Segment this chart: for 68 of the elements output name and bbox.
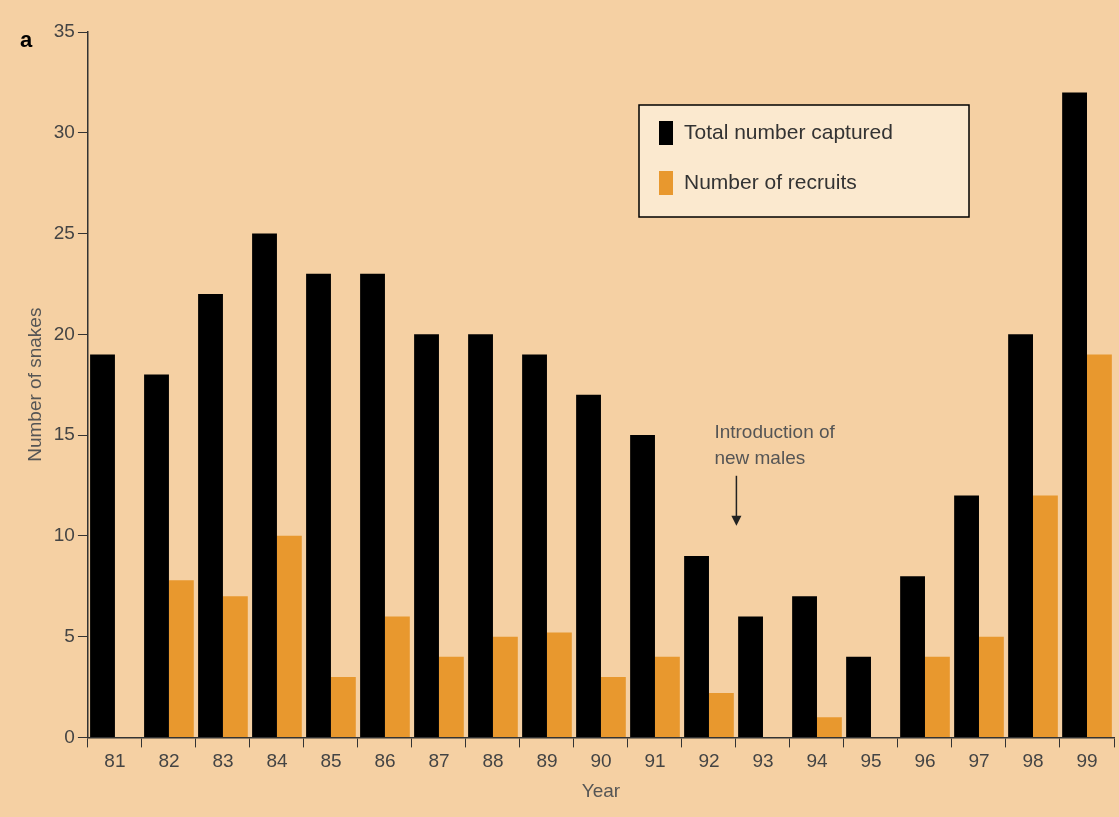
bar [738, 616, 763, 737]
x-tick-label: 86 [374, 750, 396, 772]
bar [708, 693, 734, 737]
x-tick-label: 87 [428, 750, 450, 772]
y-tick-label: 15 [53, 423, 75, 445]
bar [90, 354, 115, 737]
x-tick-label: 96 [914, 750, 936, 772]
legend-label: Number of recruits [684, 169, 857, 193]
bar [846, 656, 871, 737]
x-tick-label: 84 [266, 750, 288, 772]
y-tick-label: 25 [53, 221, 75, 243]
bar [654, 656, 680, 737]
x-tick-label: 85 [320, 750, 342, 772]
bar [330, 676, 356, 737]
annotation: Introduction of new males [714, 420, 836, 468]
bar [954, 495, 979, 737]
bar [1008, 334, 1033, 737]
y-tick-label: 5 [64, 624, 75, 646]
y-axis-title: Number of snakes [23, 307, 45, 462]
x-tick-label: 97 [968, 750, 990, 772]
bar [522, 354, 547, 737]
bar [414, 334, 439, 737]
x-tick-label: 82 [158, 750, 180, 772]
bar [1062, 92, 1087, 737]
bar [360, 273, 385, 737]
bar [252, 233, 277, 737]
bar [576, 394, 601, 737]
bar [222, 596, 248, 737]
text: a [20, 27, 33, 53]
bar [144, 374, 169, 737]
x-tick-label: 98 [1022, 750, 1044, 772]
bar [1032, 495, 1058, 737]
bar [900, 576, 925, 737]
bar [384, 616, 410, 737]
y-tick-label: 0 [64, 725, 75, 747]
bar [684, 556, 709, 737]
bar [546, 632, 572, 737]
x-tick-label: 89 [536, 750, 558, 772]
bar [816, 717, 842, 737]
bar [630, 435, 655, 737]
x-tick-label: 93 [752, 750, 774, 772]
x-tick-label: 91 [644, 750, 666, 772]
bar [978, 636, 1004, 737]
bar [438, 656, 464, 737]
bar [1087, 354, 1112, 737]
x-tick-label: 92 [698, 750, 720, 772]
x-tick-label: 94 [806, 750, 828, 772]
x-tick-label: 81 [104, 750, 126, 772]
bar [306, 273, 331, 737]
bar [198, 294, 223, 737]
y-tick-label: 10 [53, 524, 75, 546]
bar [924, 656, 950, 737]
bar [468, 334, 493, 737]
bar [792, 596, 817, 737]
x-tick-label: 88 [482, 750, 504, 772]
legend-label: Total number captured [684, 119, 893, 143]
bar [600, 676, 626, 737]
x-tick-label: 99 [1076, 750, 1098, 772]
y-tick-label: 20 [53, 322, 75, 344]
x-tick-label: 83 [212, 750, 234, 772]
bar [168, 580, 194, 737]
x-tick-label: 95 [860, 750, 882, 772]
y-tick-label: 30 [53, 121, 75, 143]
bar [276, 535, 302, 737]
y-tick-label: 35 [53, 20, 75, 42]
x-axis-title: Year [581, 779, 621, 801]
x-tick-label: 90 [590, 750, 612, 772]
bar [492, 636, 518, 737]
